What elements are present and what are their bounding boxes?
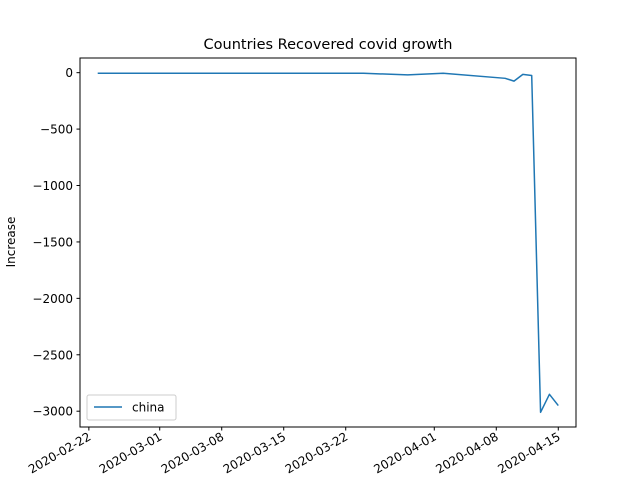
y-tick-label: −2500 [32,348,73,362]
y-tick-label: −1000 [32,179,73,193]
y-axis: 0 −500 −1000 −1500 −2000 −2500 −3000 [32,66,80,419]
plot-area [79,57,577,428]
series-group [97,72,559,414]
chart-title: Countries Recovered covid growth [204,37,453,53]
legend-box [86,394,177,421]
y-tick-label: 0 [65,66,73,80]
plot-frame [79,57,577,428]
y-tick-label: −3000 [32,405,73,419]
series-line-china [97,72,559,414]
y-axis-label: Increase [4,217,18,268]
legend-label-china: china [132,401,165,415]
y-tick-label: −500 [40,123,73,137]
y-tick-label: −1500 [32,235,73,249]
legend: china [86,394,177,421]
y-tick-label: −2000 [32,292,73,306]
